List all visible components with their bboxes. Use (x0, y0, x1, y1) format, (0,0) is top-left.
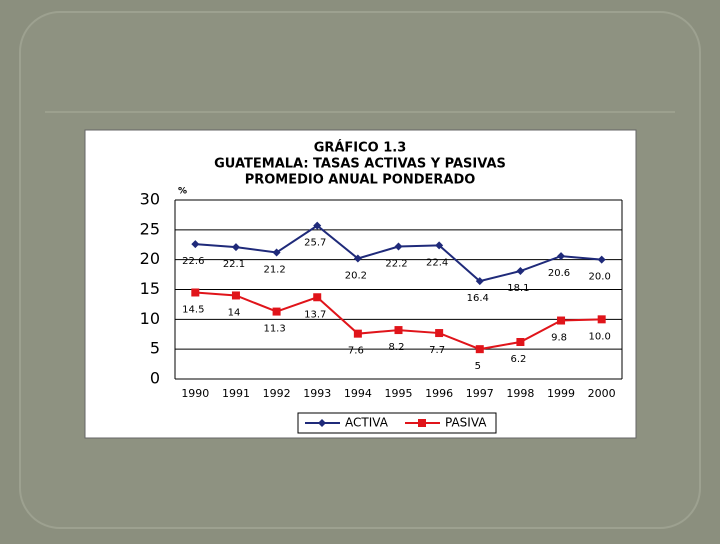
data-label: 21.2 (263, 265, 285, 276)
legend-marker (418, 419, 426, 427)
data-label: 8.2 (389, 342, 405, 353)
y-tick-label: 20 (140, 249, 160, 268)
point (557, 316, 566, 325)
point (435, 329, 444, 338)
data-label: 13.7 (304, 309, 326, 320)
y-axis-label: % (178, 187, 187, 197)
data-label: 7.6 (348, 346, 364, 357)
data-label: 14.5 (182, 304, 204, 315)
chart-title: GUATEMALA: TASAS ACTIVAS Y PASIVAS (214, 157, 506, 172)
y-tick-label: 25 (140, 219, 160, 238)
legend-label: PASIVA (445, 416, 487, 430)
point (394, 326, 403, 335)
x-tick-label: 1990 (181, 387, 209, 400)
x-tick-label: 1995 (385, 387, 413, 400)
data-label: 22.1 (223, 259, 245, 270)
x-tick-label: 1999 (547, 387, 575, 400)
x-tick-label: 1992 (263, 387, 291, 400)
y-tick-label: 5 (150, 339, 160, 358)
point (557, 252, 566, 261)
x-tick-label: 1998 (506, 387, 534, 400)
y-tick-label: 15 (140, 279, 160, 298)
data-label: 9.8 (551, 333, 567, 344)
legend-box (297, 412, 497, 434)
point (231, 291, 240, 300)
point (475, 345, 484, 354)
data-label: 11.3 (263, 324, 285, 335)
data-label: 7.7 (429, 345, 445, 356)
point (313, 221, 322, 230)
point (191, 240, 200, 249)
data-label: 22.6 (182, 256, 204, 267)
data-label: 20.0 (589, 272, 611, 283)
point (597, 255, 606, 264)
chart-title: GRÁFICO 1.3 (314, 140, 407, 156)
point (597, 315, 606, 324)
chart-title: PROMEDIO ANUAL PONDERADO (245, 173, 476, 188)
x-tick-label: 1993 (303, 387, 331, 400)
y-tick-label: 0 (150, 369, 160, 388)
point (353, 254, 362, 263)
data-label: 25.7 (304, 238, 326, 249)
data-label: 18.1 (507, 283, 529, 294)
x-tick-label: 1996 (425, 387, 453, 400)
x-tick-label: 2000 (588, 387, 616, 400)
x-tick-label: 1994 (344, 387, 372, 400)
point (516, 267, 525, 276)
point (231, 243, 240, 252)
data-label: 16.4 (467, 293, 489, 304)
data-label: 22.4 (426, 257, 448, 268)
data-label: 20.2 (345, 270, 367, 281)
data-label: 5 (475, 361, 481, 372)
point (313, 293, 322, 302)
point (516, 338, 525, 347)
x-tick-label: 1991 (222, 387, 250, 400)
point (353, 329, 362, 338)
data-label: 14 (228, 307, 241, 318)
data-label: 22.2 (385, 259, 407, 270)
point (272, 307, 281, 316)
point (435, 241, 444, 250)
point (191, 288, 200, 297)
legend-label: ACTIVA (345, 416, 389, 430)
point (475, 277, 484, 286)
data-label: 10.0 (589, 331, 611, 342)
chart-box (84, 129, 637, 439)
x-tick-label: 1997 (466, 387, 494, 400)
y-tick-label: 30 (140, 190, 160, 209)
data-label: 6.2 (510, 354, 526, 365)
legend-marker (318, 419, 326, 427)
point (272, 248, 281, 257)
point (394, 242, 403, 251)
data-label: 20.6 (548, 268, 570, 279)
y-tick-label: 10 (140, 309, 160, 328)
